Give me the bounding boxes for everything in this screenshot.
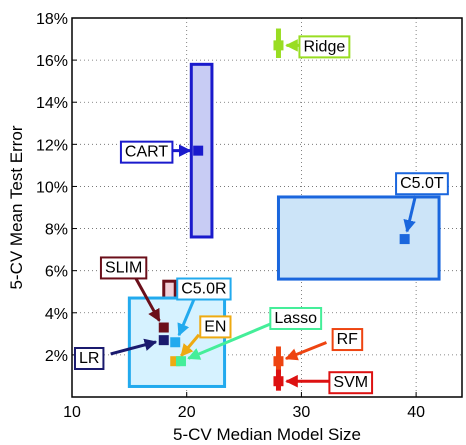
svm-point <box>273 376 284 387</box>
series-labels: Ridge CART C5.0T SLIM C5.0R EN Lasso LR RF SVM <box>73 35 449 395</box>
en-point <box>170 356 181 367</box>
lasso-point <box>175 356 186 367</box>
c5-0t-label-box <box>395 172 449 196</box>
c5-0t-point <box>399 234 410 245</box>
c5-0r-point <box>170 337 181 348</box>
lr-arrow <box>110 338 158 356</box>
lr-label: LR <box>79 350 99 367</box>
lr-point <box>158 335 169 346</box>
range-boxes <box>127 28 441 391</box>
c5-0r-arrow <box>177 299 196 337</box>
rf-point <box>273 356 284 367</box>
y-tick-label: 16% <box>36 53 68 70</box>
y-tick-label: 8% <box>45 222 68 239</box>
lasso-label-box <box>269 306 323 330</box>
y-tick-label: 6% <box>45 264 68 281</box>
slim-arrow <box>134 277 161 322</box>
svm-label: SVM <box>333 374 368 391</box>
label-arrows <box>110 39 417 388</box>
cart-label-box <box>119 140 174 164</box>
cart-label: CART <box>125 144 168 161</box>
x-tick-label: 30 <box>293 404 311 421</box>
lasso-label: Lasso <box>274 310 317 327</box>
slim-point <box>158 322 169 333</box>
c5-0t-label: C5.0T <box>400 175 444 192</box>
en-arrow <box>180 333 201 357</box>
x-tick-label: 40 <box>407 404 425 421</box>
x-axis-label: 5-CV Median Model Size <box>173 425 361 444</box>
c5-0r-label: C5.0R <box>181 281 226 298</box>
y-tick-label: 2% <box>45 348 68 365</box>
slim-label: SLIM <box>105 259 142 276</box>
rf-label: RF <box>337 331 359 348</box>
ridge-point <box>273 40 284 51</box>
lasso-arrow <box>187 320 276 360</box>
cart-point <box>193 145 204 156</box>
svm-label-box <box>328 371 374 395</box>
y-tick-label: 10% <box>36 179 68 196</box>
y-axis-label: 5-CV Mean Test Error <box>7 125 26 289</box>
en-label: EN <box>204 318 226 335</box>
y-tick-label: 4% <box>45 306 68 323</box>
c5-0t-arrow <box>403 195 417 233</box>
rf-arrow <box>284 341 327 361</box>
slim-label-box <box>99 256 148 280</box>
c5-0t-range-box <box>276 195 441 281</box>
c5-0r-label-box <box>176 277 232 301</box>
en-label-box <box>199 315 232 339</box>
ridge-label-box <box>298 35 351 59</box>
x-tick-label: 10 <box>63 404 81 421</box>
y-tick-label: 14% <box>36 95 68 112</box>
y-tick-label: 18% <box>36 11 68 28</box>
data-points <box>158 40 410 387</box>
y-tick-label: 12% <box>36 137 68 154</box>
plot-frame <box>71 17 463 398</box>
rf-label-box <box>331 328 364 352</box>
tick-labels: 10 20 30 40 2% 4% 6% 8% 10% 12% 14% 16% 18% <box>36 11 425 421</box>
ridge-label: Ridge <box>303 38 345 55</box>
lr-label-box <box>73 346 105 370</box>
x-tick-label: 20 <box>178 404 196 421</box>
